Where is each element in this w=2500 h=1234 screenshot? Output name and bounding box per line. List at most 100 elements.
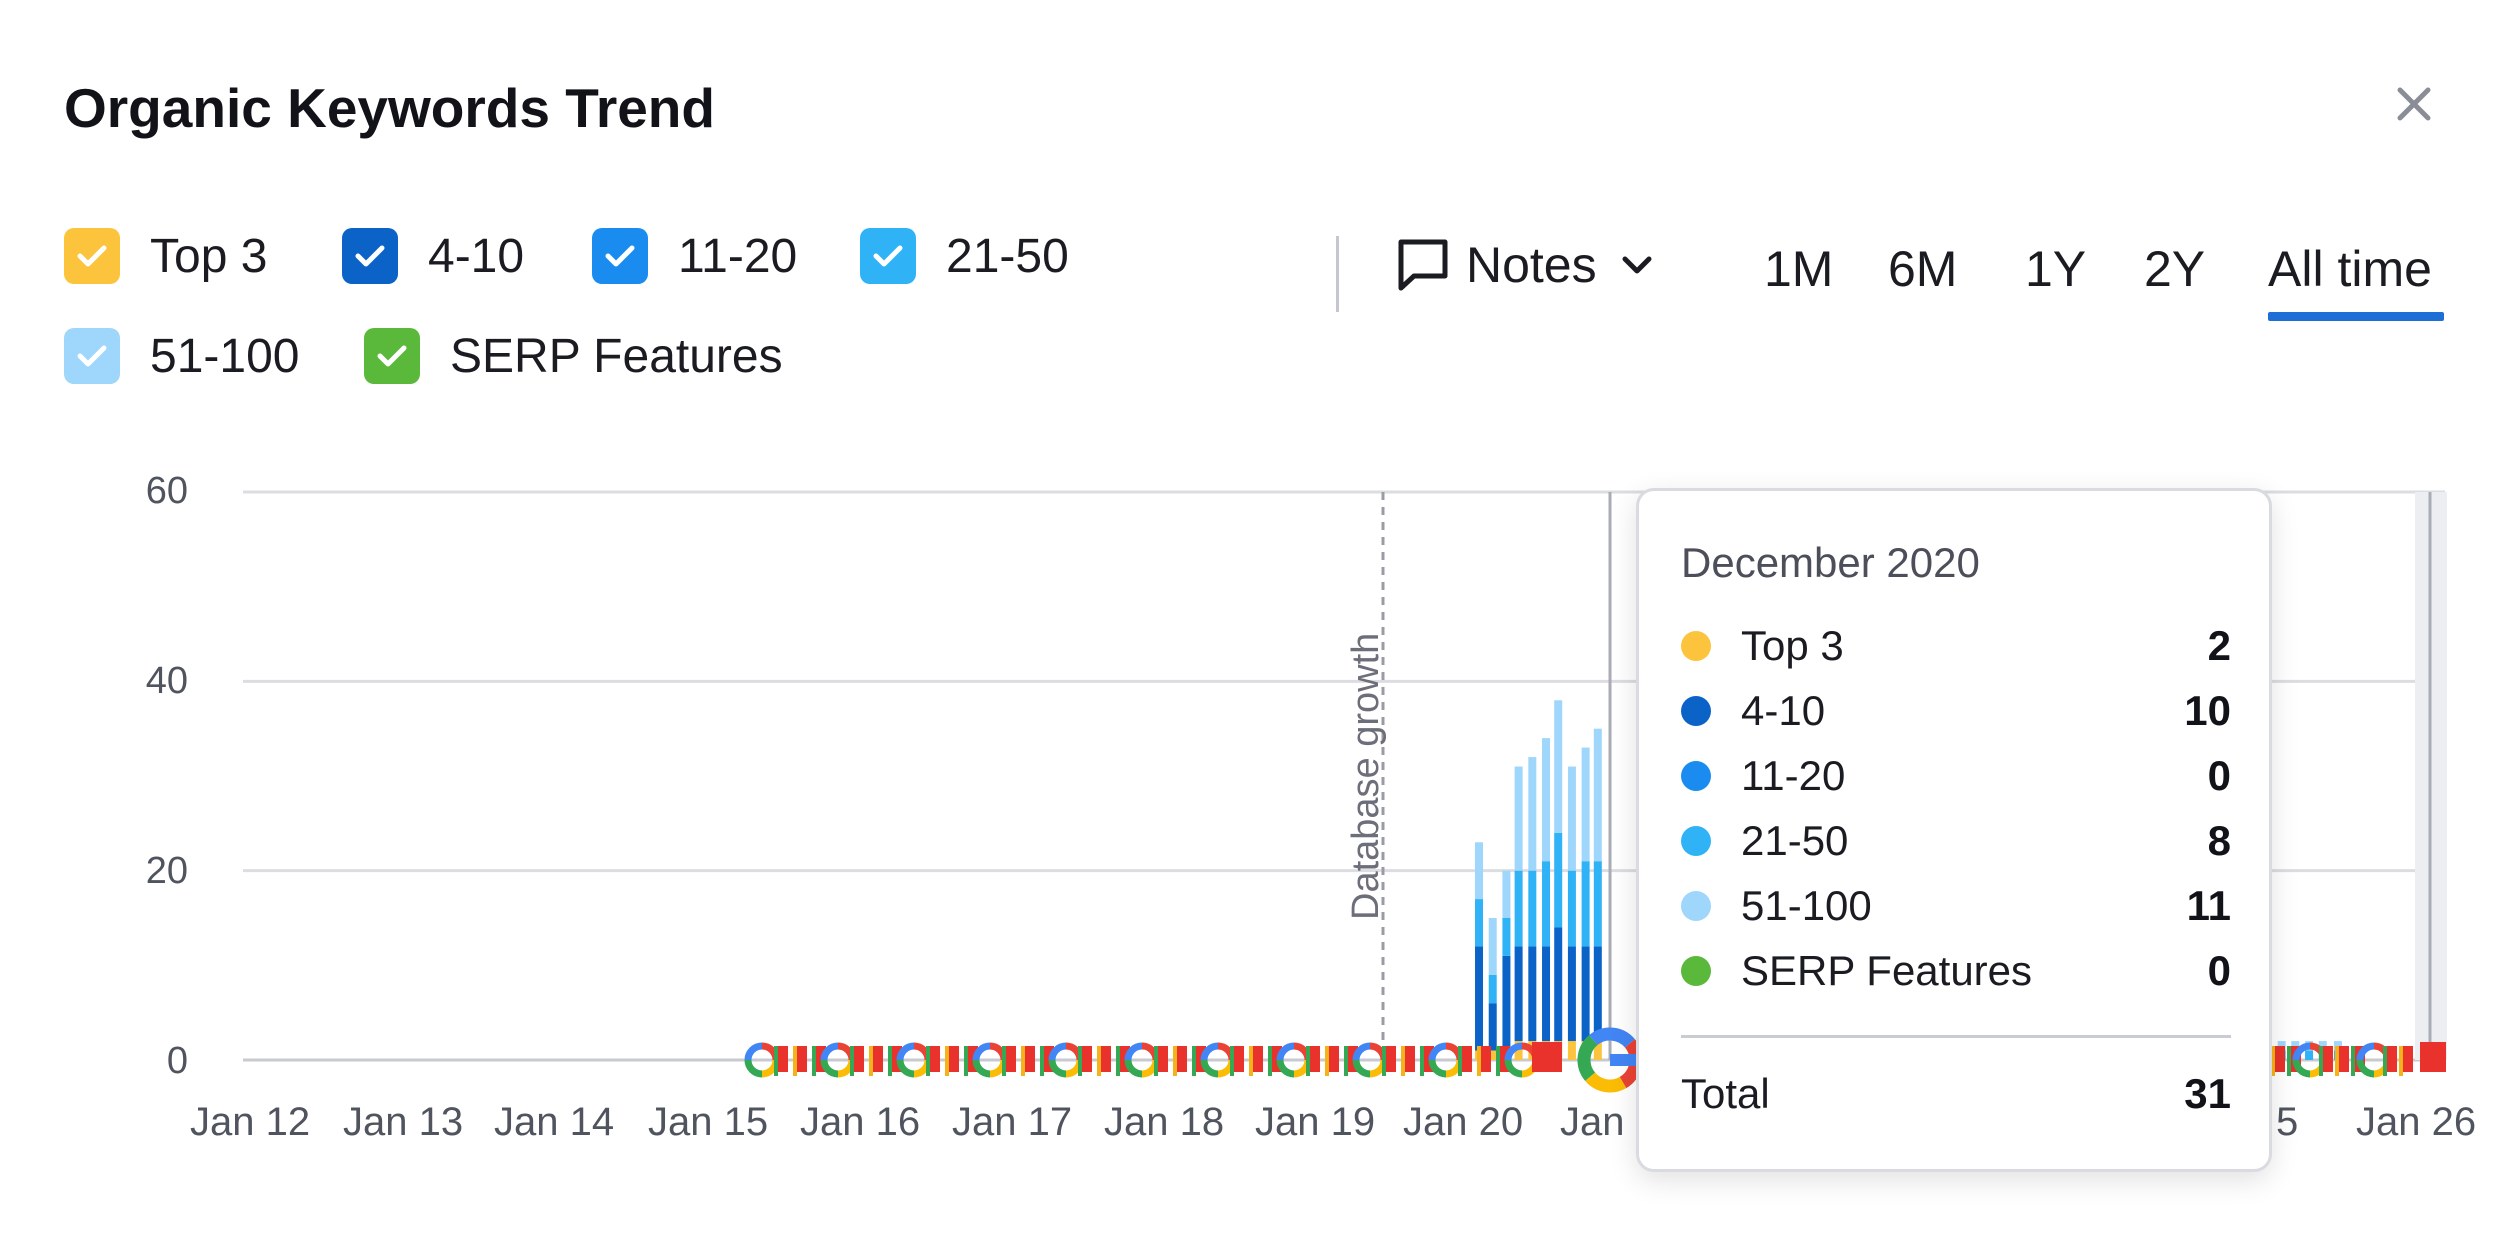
bar-segment <box>1528 757 1537 871</box>
check-icon <box>77 345 107 367</box>
bar-segment <box>2291 1041 2300 1051</box>
legend-item[interactable]: 11-20 <box>592 228 797 284</box>
bar-segment <box>1581 861 1590 947</box>
tooltip-row: SERP Features 0 <box>1681 946 2231 996</box>
check-icon <box>873 245 903 267</box>
check-icon <box>377 345 407 367</box>
flag-pole <box>1268 1046 1272 1076</box>
flag-pole <box>2351 1046 2355 1076</box>
bar-segment <box>1488 1050 1497 1060</box>
bar-segment <box>1528 870 1537 947</box>
tooltip-total: Total 31 <box>1681 1069 2231 1119</box>
flag-pole <box>926 1046 930 1076</box>
flag-marker <box>1532 1042 1562 1072</box>
range-6m[interactable]: 6M <box>1888 241 1958 297</box>
notes-label: Notes <box>1466 237 1597 293</box>
legend-label: SERP Features <box>450 329 783 383</box>
bar-segment <box>1502 955 1511 1051</box>
google-icon <box>1276 1042 1312 1078</box>
tooltip-divider <box>1681 1035 2231 1038</box>
bar-segment <box>2277 1041 2286 1051</box>
bar-segment <box>1554 927 1563 1042</box>
legend-item[interactable]: 51-100 <box>64 328 299 384</box>
checkbox[interactable] <box>364 328 420 384</box>
flag-marker <box>2420 1042 2446 1072</box>
y-tick-label: 60 <box>145 470 188 512</box>
tooltip-row-label: 51-100 <box>1741 882 1872 929</box>
legend-label: 4-10 <box>428 229 525 283</box>
flag-pole <box>1116 1046 1120 1076</box>
bar-segment <box>1581 747 1590 862</box>
tooltip-row-value: 8 <box>2207 817 2231 864</box>
bar-segment <box>1593 728 1602 862</box>
checkbox[interactable] <box>64 328 120 384</box>
page-title: Organic Keywords Trend <box>64 77 716 139</box>
check-icon <box>77 245 107 267</box>
flag-pole <box>2383 1046 2387 1076</box>
close-icon[interactable] <box>2390 80 2438 128</box>
flag-pole <box>1420 1046 1424 1076</box>
x-tick-label: Jan 14 <box>494 1100 615 1144</box>
series-dot <box>1681 956 1711 986</box>
tooltip-row-value: 11 <box>2186 882 2231 929</box>
range-all-time[interactable]: All time <box>2268 241 2432 297</box>
comment-icon <box>1398 239 1448 291</box>
flag-pole <box>1097 1046 1101 1076</box>
bar-segment <box>1514 1041 1523 1060</box>
range-active-underline <box>2268 312 2444 321</box>
bar-segment <box>1475 946 1484 1051</box>
flag-pole <box>2399 1046 2403 1076</box>
tooltip-total-value: 31 <box>2184 1070 2231 1117</box>
legend-item[interactable]: 21-50 <box>860 228 1069 284</box>
bar-segment <box>2305 1050 2314 1060</box>
series-dot <box>1681 696 1711 726</box>
legend-item[interactable]: SERP Features <box>364 328 783 384</box>
check-icon <box>355 245 385 267</box>
checkbox[interactable] <box>860 228 916 284</box>
range-1y[interactable]: 1Y <box>2025 241 2087 297</box>
range-2y[interactable]: 2Y <box>2144 241 2206 297</box>
bar-segment <box>1554 700 1563 833</box>
x-tick-label: Jan 12 <box>190 1100 311 1144</box>
bar-segment <box>1567 766 1576 871</box>
range-1m[interactable]: 1M <box>1764 241 1834 297</box>
database-growth-annotation: Database growth <box>1345 632 1387 920</box>
bar-segment <box>1542 738 1551 862</box>
tooltip-row-value: 10 <box>2184 687 2231 734</box>
flag-pole <box>1382 1046 1386 1076</box>
flag-pole <box>2287 1046 2291 1076</box>
bar-segment <box>1567 946 1576 1042</box>
flag-pole <box>774 1046 778 1076</box>
legend-label: 51-100 <box>150 329 300 383</box>
y-tick-label: 0 <box>166 1040 188 1082</box>
flag-pole <box>869 1046 873 1076</box>
tooltip-row-label: 4-10 <box>1741 687 1826 734</box>
notes-dropdown[interactable]: Notes <box>1396 236 1655 294</box>
x-tick-label: Jan 19 <box>1255 1100 1376 1144</box>
flag-pole <box>850 1046 854 1076</box>
flag-pole <box>1458 1046 1462 1076</box>
series-dot <box>1681 761 1711 791</box>
checkbox[interactable] <box>592 228 648 284</box>
tooltip-title: December 2020 <box>1681 539 1980 586</box>
bar-segment <box>2318 1041 2327 1051</box>
legend-label: Top 3 <box>150 229 268 283</box>
y-tick-label: 40 <box>145 660 188 702</box>
tooltip-row: 11-20 0 <box>1681 751 2231 801</box>
bar-segment <box>1502 918 1511 956</box>
checkbox[interactable] <box>64 228 120 284</box>
x-tick-label: Jan 20 <box>1403 1100 1524 1144</box>
bar-segment <box>1593 861 1602 947</box>
bar-segment <box>1514 870 1523 947</box>
checkbox[interactable] <box>342 228 398 284</box>
flag-pole <box>1192 1046 1196 1076</box>
bar-segment <box>1567 870 1576 947</box>
google-icon <box>1504 1042 1540 1078</box>
legend-item[interactable]: 4-10 <box>342 228 524 284</box>
flag-pole <box>1249 1046 1253 1076</box>
legend-item[interactable]: Top 3 <box>64 228 267 284</box>
bar-segment <box>1475 899 1484 947</box>
tooltip-row-label: 21-50 <box>1741 817 1849 864</box>
flag-pole <box>1021 1046 1025 1076</box>
